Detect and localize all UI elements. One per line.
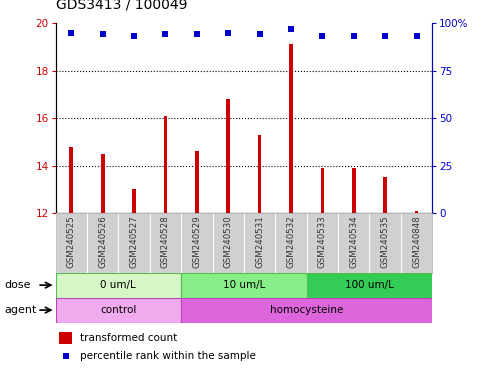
Point — [224, 30, 232, 36]
Text: GSM240848: GSM240848 — [412, 215, 421, 268]
Bar — [132, 189, 136, 213]
Bar — [181, 273, 307, 298]
Text: GSM240531: GSM240531 — [255, 215, 264, 268]
Text: GSM240525: GSM240525 — [67, 215, 76, 268]
Text: homocysteine: homocysteine — [270, 305, 343, 315]
Point — [287, 26, 295, 32]
Point — [161, 31, 170, 38]
Point — [319, 33, 327, 40]
Bar — [384, 177, 387, 213]
Text: GSM240529: GSM240529 — [192, 215, 201, 268]
Text: GSM240534: GSM240534 — [349, 215, 358, 268]
Bar — [195, 151, 199, 213]
Point — [68, 30, 75, 36]
Bar — [415, 211, 418, 213]
Text: GSM240526: GSM240526 — [98, 215, 107, 268]
Point — [412, 33, 420, 40]
Bar — [164, 116, 167, 213]
Text: GSM240533: GSM240533 — [318, 215, 327, 268]
Text: GSM240528: GSM240528 — [161, 215, 170, 268]
Text: GSM240527: GSM240527 — [129, 215, 139, 268]
Bar — [227, 99, 230, 213]
Text: 0 um/L: 0 um/L — [100, 280, 136, 290]
Bar — [70, 147, 73, 213]
Bar — [56, 298, 181, 323]
Text: 100 um/L: 100 um/L — [345, 280, 394, 290]
Point — [350, 33, 357, 40]
Bar — [56, 273, 181, 298]
Text: dose: dose — [5, 280, 31, 290]
Point — [130, 33, 138, 40]
Bar — [352, 168, 355, 213]
Point — [382, 33, 389, 40]
Bar — [181, 298, 432, 323]
Text: percentile rank within the sample: percentile rank within the sample — [80, 351, 256, 361]
Text: agent: agent — [5, 305, 37, 315]
Bar — [101, 154, 104, 213]
Point — [256, 31, 264, 38]
Point — [62, 353, 70, 359]
Bar — [258, 135, 261, 213]
Bar — [321, 168, 324, 213]
Text: GSM240530: GSM240530 — [224, 215, 233, 268]
Text: transformed count: transformed count — [80, 333, 177, 343]
Bar — [307, 273, 432, 298]
Text: GDS3413 / 100049: GDS3413 / 100049 — [56, 0, 187, 12]
Point — [99, 31, 107, 38]
Text: GSM240535: GSM240535 — [381, 215, 390, 268]
Bar — [59, 332, 72, 344]
Bar — [289, 45, 293, 213]
Text: 10 um/L: 10 um/L — [223, 280, 265, 290]
Point — [193, 31, 201, 38]
Text: control: control — [100, 305, 137, 315]
Text: GSM240532: GSM240532 — [286, 215, 296, 268]
